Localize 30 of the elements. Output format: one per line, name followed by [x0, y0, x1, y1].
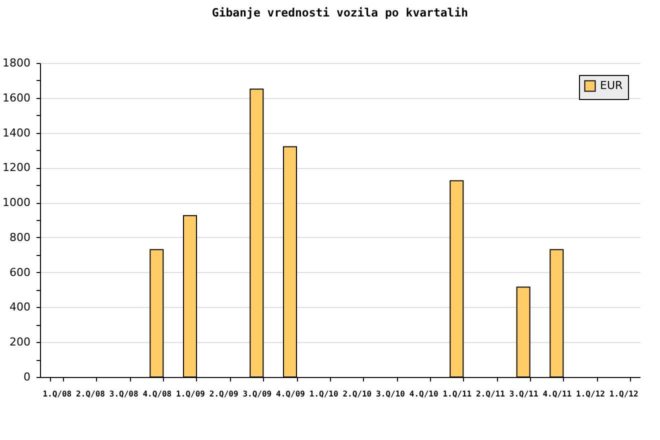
x-tick-label: 3.Q/10: [376, 390, 406, 398]
y-tick-label: 400: [10, 300, 30, 314]
x-tick-label: 1.Q/12: [609, 390, 638, 398]
x-tick-label: 1.Q/08: [42, 390, 72, 398]
x-tick-label: 2.Q/10: [342, 390, 372, 398]
x-tick-label: 4.Q/09: [276, 390, 306, 398]
x-tick-label: 4.Q/08: [142, 390, 172, 398]
x-tick-label: 1.Q/11: [442, 390, 472, 398]
x-tick-label: 4.Q/11: [542, 390, 572, 398]
x-tick-label: 2.Q/11: [476, 390, 506, 398]
y-tick-label: 1400: [2, 126, 30, 140]
legend-label: EUR: [600, 79, 623, 92]
chart-title: Gibanje vrednosti vozila po kvartalih: [212, 6, 468, 20]
x-tick-label: 1.Q/10: [309, 390, 338, 398]
x-tick-label: 1.Q/12: [576, 390, 606, 398]
y-tick-label: 800: [10, 230, 30, 244]
y-tick-label: 1000: [2, 196, 30, 210]
x-tick-label: 1.Q/09: [176, 390, 206, 398]
x-tick-label: 4.Q/10: [409, 390, 438, 398]
y-tick-label: 1800: [2, 56, 30, 70]
y-tick-label: 600: [10, 266, 30, 279]
y-tick-label: 1200: [2, 161, 30, 174]
y-tick-label: 200: [10, 336, 30, 349]
x-tick-label: 3.Q/09: [242, 390, 272, 398]
y-tick-label: 0: [24, 370, 30, 384]
x-tick-label: 3.Q/08: [109, 390, 138, 398]
x-tick-label: 2.Q/09: [209, 390, 238, 398]
x-tick-label: 3.Q/11: [509, 390, 538, 398]
y-tick-label: 1600: [2, 91, 30, 104]
x-tick-label: 2.Q/08: [76, 390, 106, 398]
